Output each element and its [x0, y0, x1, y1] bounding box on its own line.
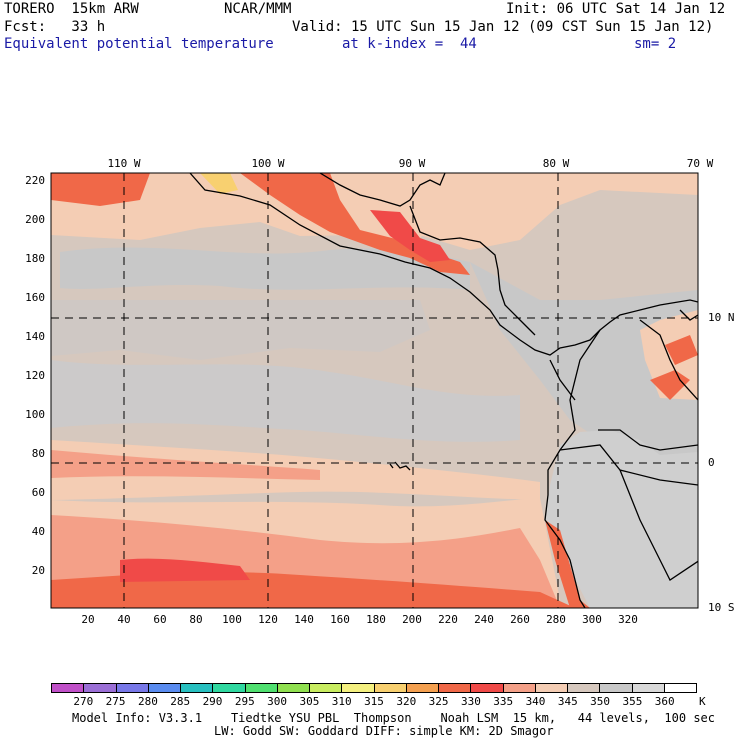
colorbar-swatch [213, 684, 246, 692]
colorbar-swatch [503, 684, 536, 692]
y-tick-label: 160 [25, 291, 45, 304]
colorbar-label: 275 [105, 695, 126, 708]
lon-label: 100 W [251, 157, 285, 170]
colorbar-swatch [471, 684, 504, 692]
model-info-line2: LW: Godd SW: Goddard DIFF: simple KM: 2D… [214, 724, 554, 738]
colorbar-label: 355 [622, 695, 643, 708]
lat-label: 10 N [708, 311, 735, 324]
colorbar-label: 360 [654, 695, 675, 708]
y-tick-label: 220 [25, 174, 45, 187]
y-tick-label: 120 [25, 369, 45, 382]
lat-label: 10 S [708, 601, 735, 614]
x-tick-label: 140 [294, 613, 314, 626]
colorbar-swatch [664, 684, 696, 692]
init-time: Init: 06 UTC Sat 14 Jan 12 [506, 1, 726, 17]
x-tick-label: 160 [330, 613, 350, 626]
colorbar-label: 335 [493, 695, 514, 708]
colorbar-unit: K [699, 695, 706, 708]
colorbar-label: 315 [364, 695, 384, 708]
x-tick-label: 20 [81, 613, 95, 626]
field-name: Equivalent potential temperature [4, 36, 274, 52]
colorbar-label: 295 [234, 695, 255, 708]
x-tick-label: 240 [474, 613, 494, 626]
colorbar-swatch [84, 684, 117, 692]
y-tick-label: 140 [25, 330, 45, 343]
colorbar-label: 350 [590, 695, 611, 708]
colorbar-swatch [310, 684, 343, 692]
grid [51, 173, 698, 608]
colorbar-swatch [535, 684, 568, 692]
y-tick-label: 40 [31, 525, 45, 538]
lon-label: 70 W [686, 157, 714, 170]
lon-label: 80 W [542, 157, 570, 170]
x-tick-label: 200 [402, 613, 422, 626]
colorbar-swatch [52, 684, 85, 692]
model-name: TORERO 15km ARW [4, 1, 139, 17]
colorbar-swatch [342, 684, 375, 692]
x-tick-label: 280 [546, 613, 566, 626]
x-tick-label: 60 [153, 613, 167, 626]
colorbar-label: 330 [460, 695, 481, 708]
level-info: at k-index = 44 [342, 36, 477, 52]
colorbar-label: 285 [170, 695, 191, 708]
colorbar-label: 345 [557, 695, 578, 708]
x-tick-label: 100 [222, 613, 242, 626]
colorbar-swatch [245, 684, 278, 692]
colorbar-label: 270 [73, 695, 94, 708]
colorbar-label: 290 [202, 695, 223, 708]
model-info-line1: Model Info: V3.3.1 Tiedtke YSU PBL Thomp… [72, 711, 715, 725]
colorbar [51, 683, 697, 693]
x-tick-label: 40 [117, 613, 131, 626]
lon-label: 90 W [398, 157, 426, 170]
colorbar-label: 325 [428, 695, 449, 708]
center-name: NCAR/MMM [224, 1, 292, 17]
y-tick-label: 180 [25, 252, 45, 265]
colorbar-label: 300 [267, 695, 288, 708]
x-tick-label: 80 [189, 613, 203, 626]
valid-time: Valid: 15 UTC Sun 15 Jan 12 (09 CST Sun … [292, 19, 714, 35]
forecast-hour: Fcst: 33 h [4, 19, 106, 35]
y-tick-label: 100 [25, 408, 45, 421]
temperature-field [51, 173, 698, 608]
colorbar-swatch [181, 684, 214, 692]
x-tick-label: 120 [258, 613, 278, 626]
x-tick-label: 180 [366, 613, 386, 626]
y-tick-label: 200 [25, 213, 45, 226]
x-tick-label: 320 [618, 613, 638, 626]
y-tick-label: 80 [31, 447, 45, 460]
colorbar-label: 340 [525, 695, 546, 708]
colorbar-label: 305 [299, 695, 320, 708]
colorbar-swatch [116, 684, 149, 692]
colorbar-swatch [600, 684, 633, 692]
y-tick-label: 20 [31, 564, 45, 577]
smoothing-info: sm= 2 [634, 36, 677, 52]
x-tick-label: 300 [582, 613, 602, 626]
colorbar-swatch [406, 684, 439, 692]
colorbar-swatch [374, 684, 407, 692]
colorbar-swatch [568, 684, 601, 692]
colorbar-swatch [277, 684, 310, 692]
colorbar-label: 280 [137, 695, 158, 708]
y-tick-label: 60 [31, 486, 45, 499]
coastline [189, 173, 698, 608]
x-tick-label: 220 [438, 613, 458, 626]
lon-label: 110 W [107, 157, 141, 170]
colorbar-label: 320 [396, 695, 417, 708]
lat-label: 0 [708, 456, 715, 469]
colorbar-swatch [632, 684, 665, 692]
colorbar-label: 310 [331, 695, 352, 708]
colorbar-swatch [148, 684, 181, 692]
colorbar-swatch [439, 684, 472, 692]
x-tick-label: 260 [510, 613, 530, 626]
